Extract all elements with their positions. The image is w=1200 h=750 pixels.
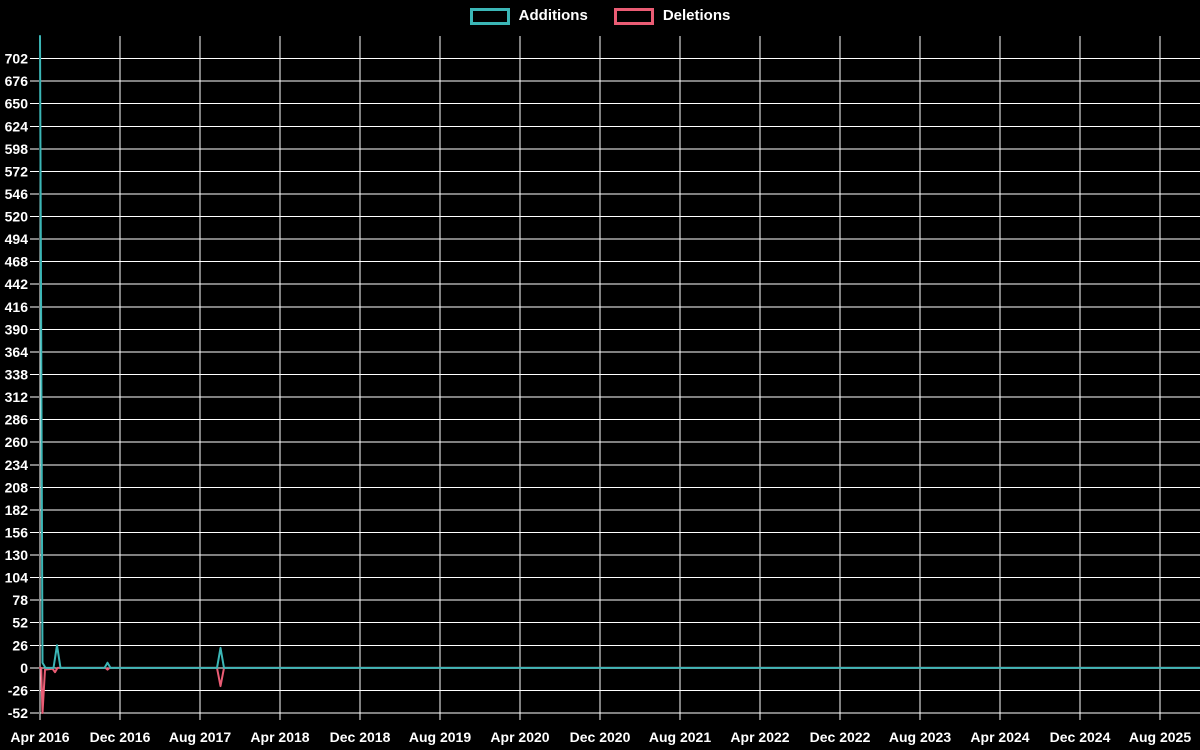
y-tick-label: 676 (5, 73, 29, 89)
x-tick-label: Dec 2024 (1050, 729, 1111, 745)
y-tick-label: 208 (5, 479, 29, 495)
legend-item-additions[interactable]: Additions (469, 7, 588, 25)
x-tick-label: Apr 2024 (970, 729, 1029, 745)
y-tick-label: 702 (5, 51, 29, 67)
y-tick-label: 104 (5, 570, 29, 586)
x-axis-labels: Apr 2016 Dec 2016 Aug 2017 Apr 2018 Dec 2018… (10, 729, 1191, 745)
legend-item-deletions[interactable]: Deletions (613, 7, 731, 25)
y-tick-label: 234 (5, 457, 29, 473)
x-tick-label: Aug 2019 (409, 729, 471, 745)
x-tick-label: Dec 2018 (330, 729, 391, 745)
x-tick-label: Aug 2025 (1129, 729, 1191, 745)
y-tick-label: 182 (5, 502, 29, 518)
x-tick-label: Dec 2022 (810, 729, 871, 745)
x-tick-label: Apr 2018 (250, 729, 309, 745)
x-tick-label: Dec 2016 (90, 729, 151, 745)
additions-line (39, 35, 1200, 669)
y-tick-label: 468 (5, 254, 29, 270)
y-tick-label: 572 (5, 163, 29, 179)
y-tick-label: 78 (12, 592, 28, 608)
y-tick-label: 52 (12, 615, 28, 631)
y-tick-label: 546 (5, 186, 29, 202)
y-tick-label: 130 (5, 547, 29, 563)
y-tick-label: 624 (5, 118, 29, 134)
y-tick-label: 416 (5, 299, 29, 315)
data-series (39, 35, 1200, 714)
y-tick-label: -26 (8, 682, 28, 698)
y-tick-label: 494 (5, 231, 29, 247)
x-tick-label: Apr 2022 (730, 729, 789, 745)
x-tick-label: Aug 2017 (169, 729, 231, 745)
y-tick-label: 0 (20, 660, 28, 676)
y-tick-label: 650 (5, 96, 29, 112)
deletions-legend-label: Deletions (662, 7, 731, 24)
y-tick-label: 156 (5, 524, 29, 540)
y-tick-label: 260 (5, 434, 29, 450)
additions-swatch-icon (469, 7, 510, 25)
y-tick-label: 312 (5, 389, 29, 405)
y-tick-label: 338 (5, 367, 29, 383)
y-tick-label: 442 (5, 276, 29, 292)
y-tick-label: 286 (5, 412, 29, 428)
deletions-swatch-icon (613, 7, 654, 25)
x-tick-label: Aug 2023 (889, 729, 951, 745)
y-tick-label: 390 (5, 321, 29, 337)
y-axis-labels: 7026766506245985725465204944684424163903… (5, 51, 29, 721)
y-tick-label: 598 (5, 141, 29, 157)
axis-ticks (30, 58, 1161, 720)
chart-legend: Additions Deletions (0, 7, 1200, 25)
x-tick-label: Dec 2020 (570, 729, 631, 745)
y-tick-label: -52 (8, 705, 28, 721)
additions-legend-label: Additions (518, 7, 588, 24)
y-tick-label: 364 (5, 344, 29, 360)
y-tick-label: 520 (5, 209, 29, 225)
x-tick-label: Apr 2020 (490, 729, 549, 745)
y-tick-label: 26 (12, 637, 28, 653)
x-tick-label: Aug 2021 (649, 729, 711, 745)
x-tick-label: Apr 2016 (10, 729, 69, 745)
gridlines (39, 36, 1200, 714)
